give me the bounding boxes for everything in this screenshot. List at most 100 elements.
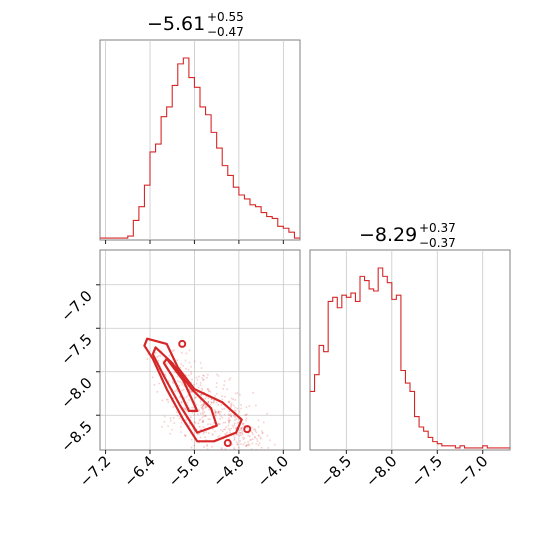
joint-scatter-points — [145, 346, 293, 512]
scatter-point — [189, 391, 192, 394]
scatter-point — [205, 431, 208, 433]
scatter-point — [250, 438, 253, 441]
scatter-point — [190, 390, 193, 393]
scatter-point — [235, 418, 238, 420]
scatter-point — [195, 396, 197, 399]
scatter-point — [262, 421, 265, 424]
scatter-point — [157, 355, 159, 357]
scatter-point — [214, 395, 216, 397]
scatter-point — [233, 435, 235, 437]
scatter-point — [249, 467, 251, 469]
scatter-point — [191, 438, 193, 441]
joint-x-tick-label: −5.6 — [165, 452, 203, 490]
scatter-point — [154, 352, 157, 354]
scatter-point — [212, 422, 215, 424]
scatter-point — [228, 400, 231, 403]
scatter-point — [224, 457, 226, 459]
scatter-point — [219, 413, 221, 416]
marginal-y-tick-label: −7.5 — [408, 452, 446, 490]
joint-contours — [143, 337, 252, 448]
scatter-point — [193, 360, 196, 363]
scatter-point — [261, 432, 263, 434]
scatter-point — [194, 396, 196, 399]
joint-x-tick-label: −4.0 — [254, 452, 292, 490]
scatter-point — [210, 465, 212, 467]
scatter-point — [235, 426, 238, 429]
scatter-point — [188, 349, 191, 352]
scatter-point — [199, 362, 202, 364]
scatter-point — [188, 361, 191, 364]
scatter-point — [206, 445, 209, 447]
scatter-point — [199, 400, 202, 403]
scatter-point — [230, 415, 232, 417]
scatter-point — [209, 418, 211, 421]
scatter-point — [218, 423, 221, 425]
scatter-point — [255, 404, 257, 407]
scatter-point — [193, 421, 196, 423]
scatter-point — [202, 374, 204, 377]
scatter-point — [189, 422, 191, 425]
scatter-point — [181, 352, 183, 354]
scatter-point — [217, 422, 219, 425]
joint-y-ticks: −7.0 −7.5 −8.0 −8.5 — [57, 284, 100, 456]
scatter-point — [260, 446, 263, 449]
scatter-point — [215, 393, 218, 395]
scatter-point — [236, 433, 239, 436]
scatter-point — [159, 355, 161, 357]
scatter-point — [234, 409, 237, 412]
scatter-point — [224, 396, 226, 398]
scatter-point — [244, 510, 246, 512]
scatter-point — [245, 452, 247, 454]
contour-island — [223, 439, 232, 448]
scatter-point — [183, 385, 186, 387]
scatter-point — [181, 383, 184, 386]
scatter-point — [198, 441, 200, 444]
scatter-point — [180, 401, 183, 403]
scatter-point — [234, 409, 236, 412]
scatter-point — [257, 453, 259, 455]
marginal-y-frame — [309, 249, 511, 451]
scatter-point — [235, 427, 238, 430]
scatter-point — [180, 421, 183, 424]
scatter-point — [205, 439, 207, 441]
scatter-point — [156, 356, 158, 359]
scatter-point — [204, 406, 207, 409]
scatter-point — [202, 404, 205, 407]
scatter-point — [180, 363, 182, 365]
scatter-point — [201, 389, 204, 391]
scatter-point — [203, 431, 205, 433]
joint-x-tick-label: −6.4 — [120, 452, 158, 490]
scatter-point — [257, 444, 260, 446]
scatter-point — [171, 350, 174, 352]
scatter-point — [206, 443, 208, 446]
scatter-point — [207, 423, 209, 426]
scatter-point — [269, 439, 271, 442]
scatter-point — [230, 403, 233, 406]
scatter-point — [195, 382, 198, 385]
joint-frame — [99, 249, 301, 451]
scatter-point — [198, 426, 201, 428]
scatter-point — [278, 481, 280, 483]
scatter-point — [211, 432, 214, 435]
scatter-point — [254, 465, 256, 467]
scatter-point — [195, 404, 198, 406]
scatter-point — [199, 418, 202, 421]
scatter-point — [185, 417, 188, 419]
scatter-point — [202, 419, 204, 422]
scatter-point — [226, 431, 228, 434]
scatter-point — [213, 409, 216, 411]
scatter-point — [257, 471, 259, 473]
scatter-point — [291, 508, 293, 510]
scatter-point — [199, 436, 202, 439]
scatter-point — [191, 390, 193, 392]
scatter-point — [240, 443, 242, 445]
joint-x-tick-label: −7.2 — [76, 452, 114, 490]
scatter-point — [197, 413, 199, 416]
scatter-point — [217, 410, 220, 413]
scatter-point — [257, 434, 260, 437]
scatter-point — [156, 391, 159, 393]
scatter-point — [248, 444, 251, 446]
scatter-point — [233, 424, 236, 426]
scatter-point — [215, 382, 218, 384]
scatter-point — [245, 452, 247, 454]
